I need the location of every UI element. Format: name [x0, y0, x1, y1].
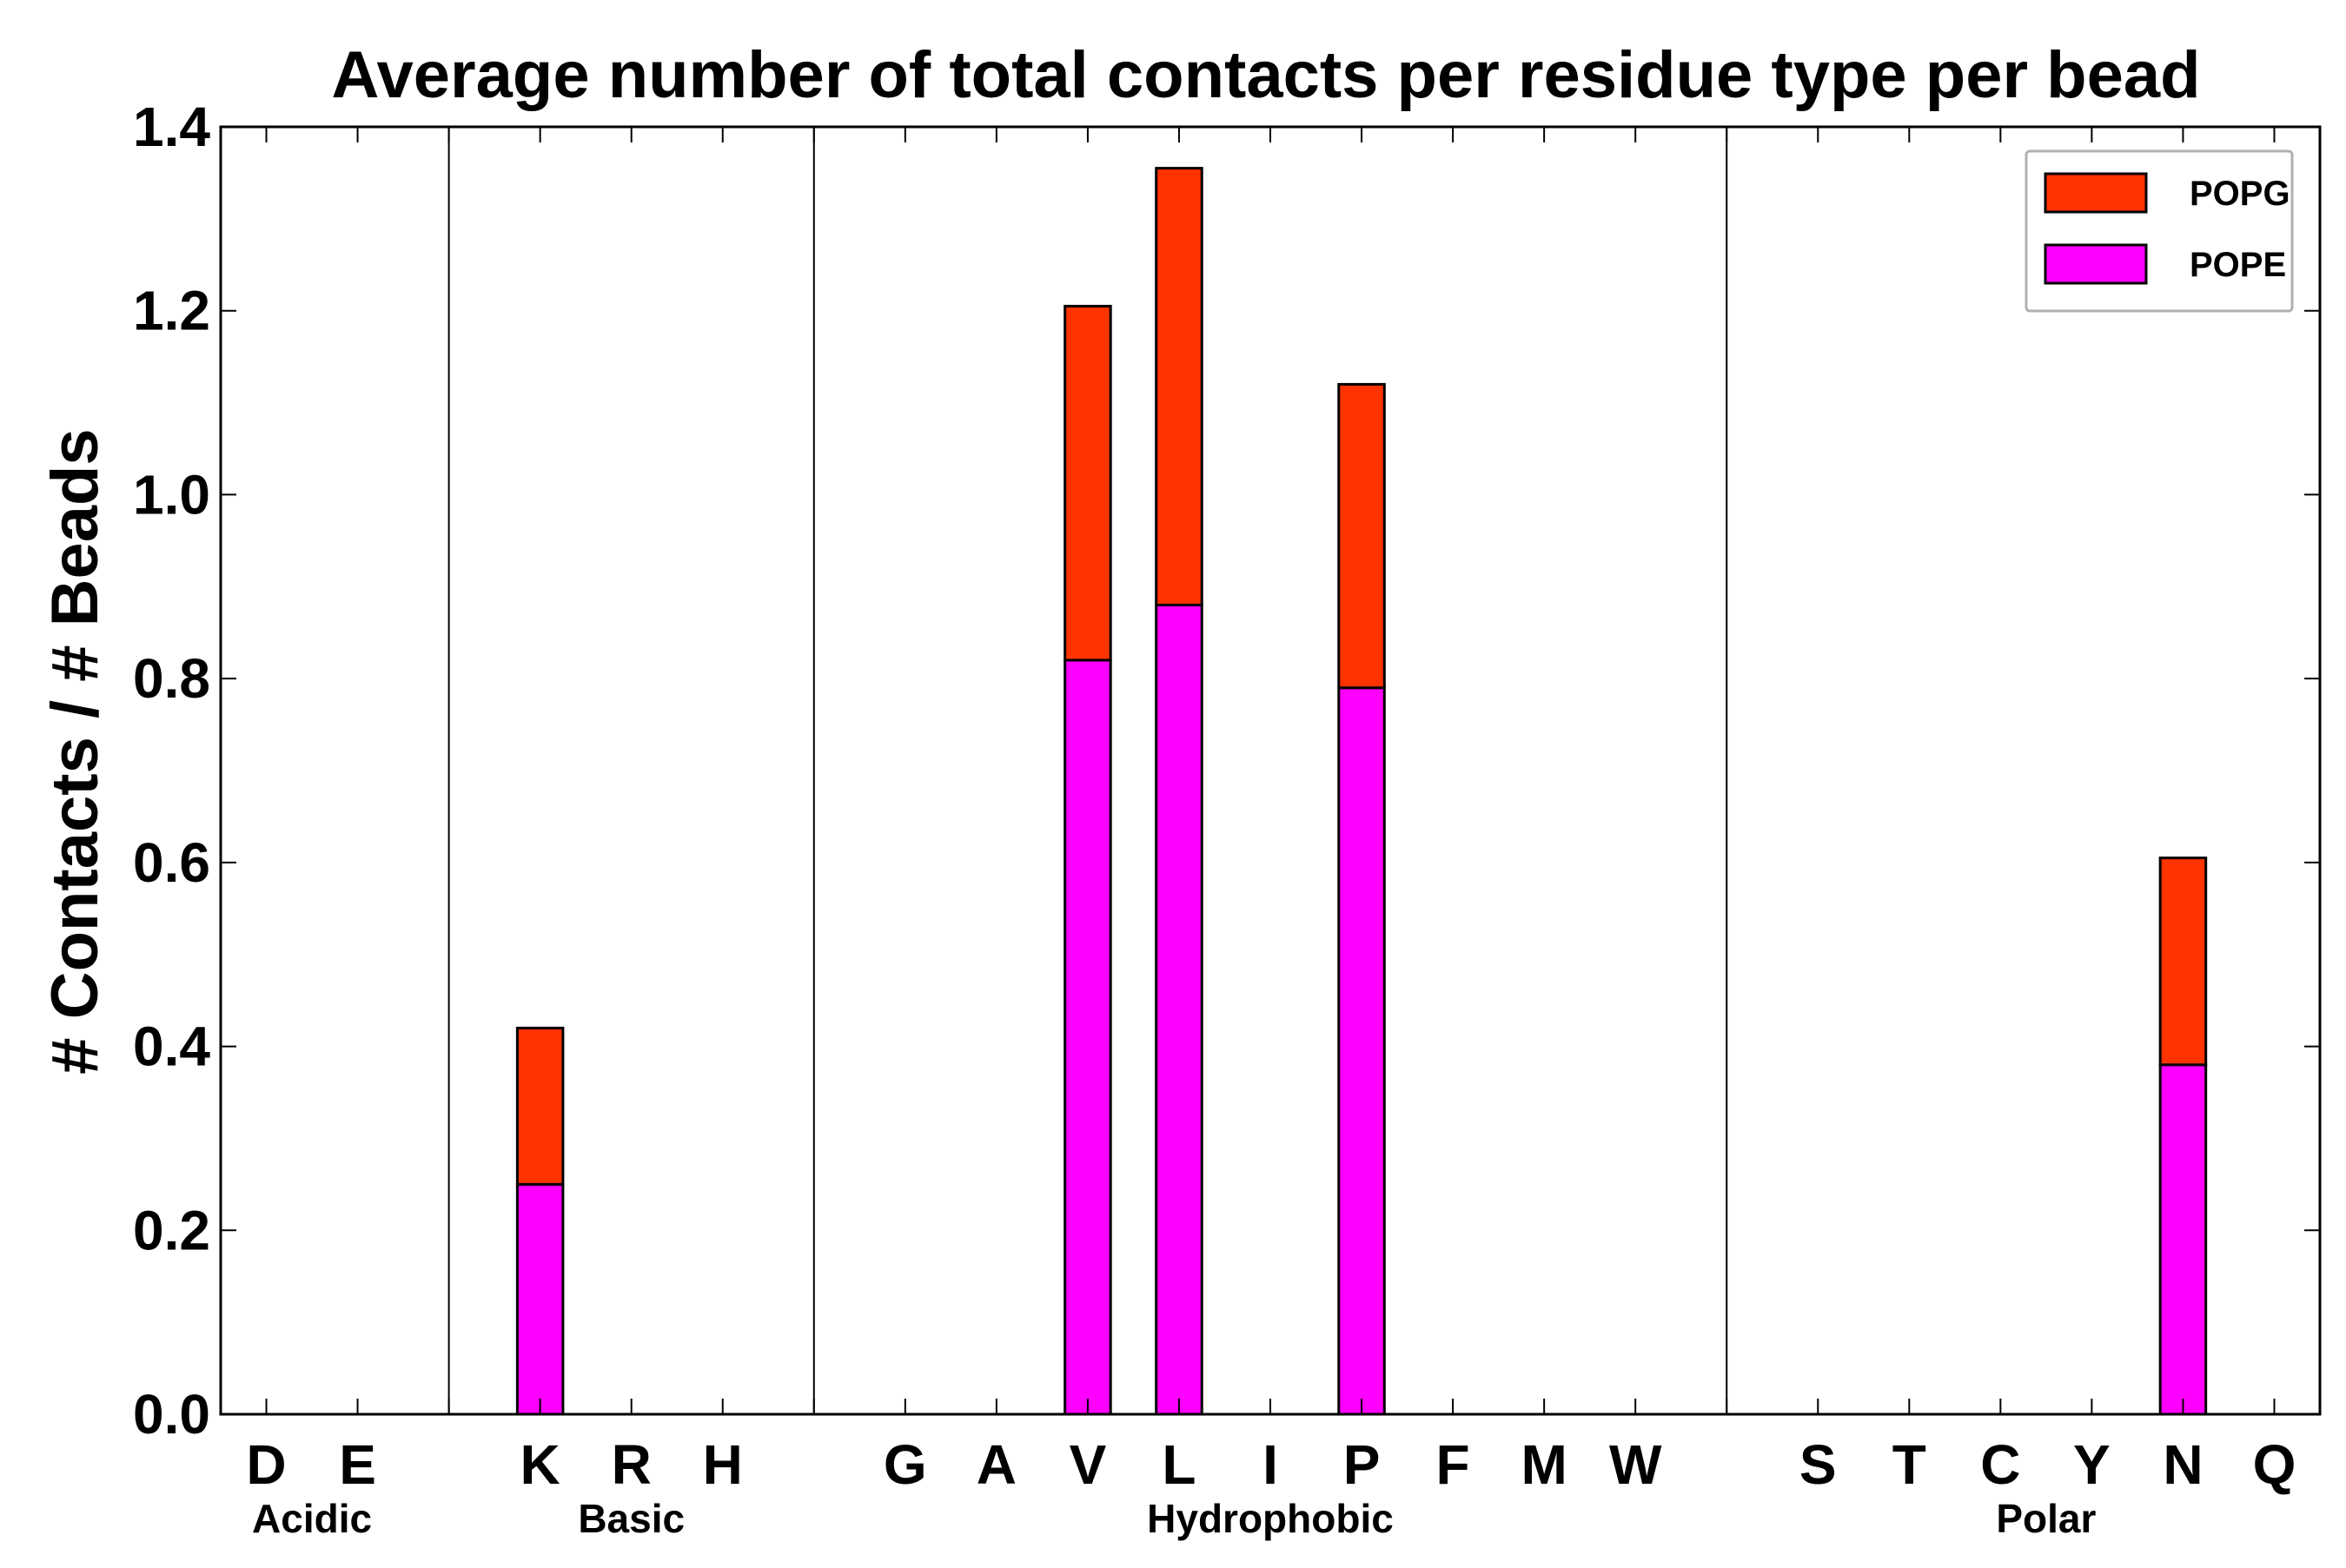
legend-swatch-pope	[2044, 243, 2148, 285]
bar-pope-n	[2158, 1063, 2208, 1416]
bar-pope-k	[515, 1182, 565, 1416]
x-tick-label: H	[703, 1433, 743, 1496]
bar-popg-l	[1155, 167, 1203, 606]
y-tick-label: 1.2	[133, 280, 210, 342]
y-tick-label: 1.4	[133, 96, 210, 158]
group-label-basic: Basic	[578, 1496, 685, 1541]
x-tick-label: K	[520, 1433, 560, 1496]
x-tick-label: Y	[2073, 1433, 2111, 1496]
x-tick-label: A	[977, 1433, 1017, 1496]
bar-pope-l	[1155, 603, 1203, 1416]
x-tick-label: C	[1980, 1433, 2020, 1496]
x-tick-label: Q	[2253, 1433, 2296, 1496]
y-tick-label: 0.0	[133, 1383, 210, 1446]
legend-swatch-popg	[2044, 172, 2148, 214]
bar-popg-v	[1064, 304, 1112, 662]
x-tick-label: F	[1436, 1433, 1470, 1496]
bar-pope-p	[1337, 686, 1386, 1416]
legend: POPG POPE	[2025, 149, 2294, 313]
x-tick-label: I	[1262, 1433, 1278, 1496]
x-tick-label: R	[612, 1433, 652, 1496]
bar-popg-k	[515, 1026, 565, 1186]
x-tick-label: W	[1609, 1433, 1662, 1496]
x-tick-label: L	[1162, 1433, 1196, 1496]
x-tick-label: V	[1070, 1433, 1107, 1496]
bar-pope-v	[1064, 658, 1112, 1416]
x-tick-label: E	[339, 1433, 376, 1496]
group-label-hydrophobic: Hydrophobic	[1147, 1496, 1394, 1541]
bar-popg-n	[2158, 857, 2208, 1067]
y-tick-label: 1.0	[133, 463, 210, 526]
y-axis-label-group: # Contacts / # Beads	[38, 428, 112, 1074]
y-tick-label: 0.8	[133, 647, 210, 710]
x-tick-label: M	[1521, 1433, 1567, 1496]
x-tick-label: G	[884, 1433, 927, 1496]
y-tick-label: 0.4	[133, 1016, 210, 1078]
x-tick-label: D	[246, 1433, 286, 1496]
chart-title: Average number of total contacts per res…	[331, 38, 2200, 112]
bar-popg-p	[1337, 382, 1386, 690]
x-tick-label: S	[1799, 1433, 1837, 1496]
x-tick-label: T	[1892, 1433, 1926, 1496]
y-axis-label: # Contacts / # Beads	[38, 428, 112, 1074]
plot-area: 0.0 0.2 0.4 0.6 0.8 1.0 1.2 1.4 D E K R H G A V L I P F M W S T…	[133, 96, 2322, 1541]
x-tick-label: N	[2163, 1433, 2203, 1496]
legend-label-pope: POPE	[2190, 246, 2286, 284]
x-tick-label: P	[1343, 1433, 1381, 1496]
group-label-polar: Polar	[1996, 1496, 2096, 1541]
y-tick-label: 0.2	[133, 1199, 210, 1261]
y-tick-label: 0.6	[133, 831, 210, 894]
group-label-acidic: Acidic	[252, 1496, 372, 1541]
legend-label-popg: POPG	[2190, 175, 2290, 213]
